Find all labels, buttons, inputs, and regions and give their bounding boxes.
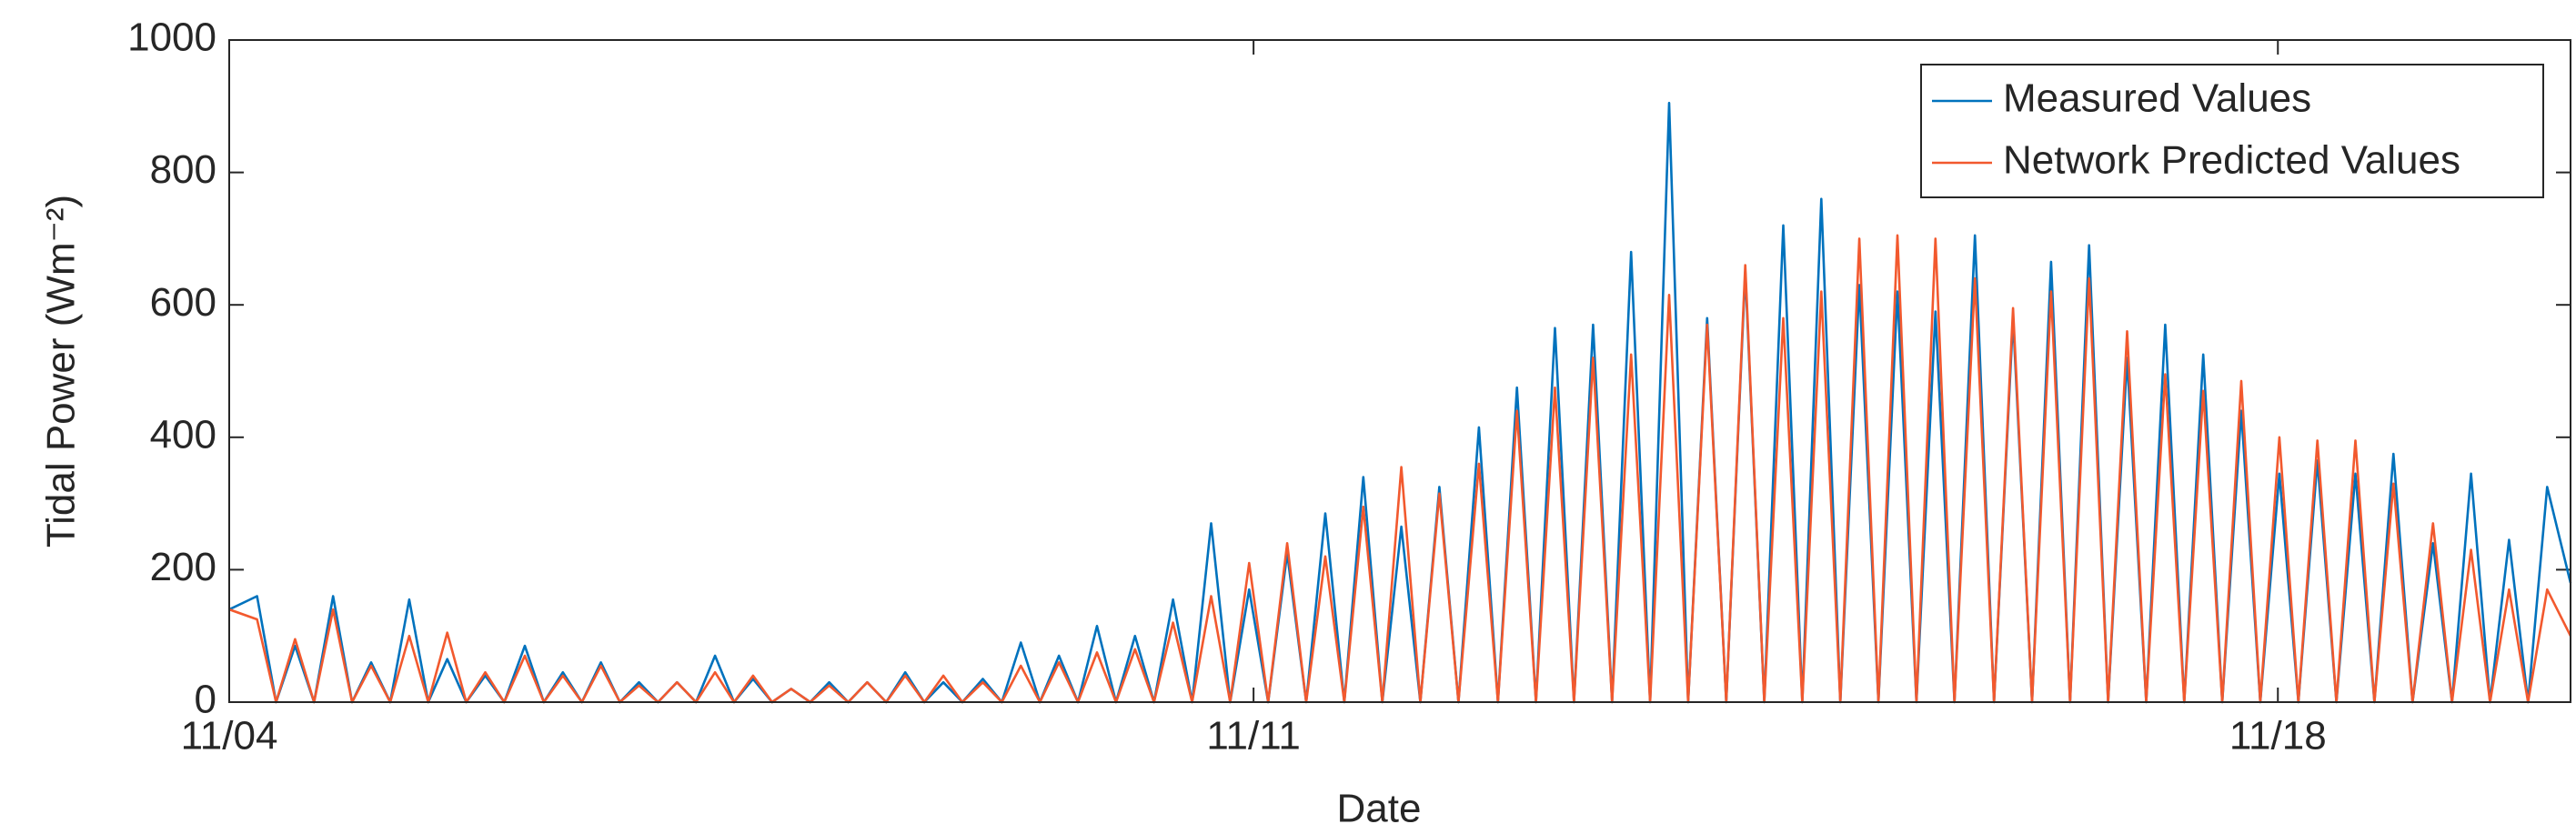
y-tick-label: 600 — [150, 280, 216, 325]
legend-box — [1920, 64, 2544, 198]
y-tick-label: 200 — [150, 545, 216, 589]
y-tick-label: 0 — [195, 678, 216, 722]
y-tick-label: 400 — [150, 412, 216, 457]
data-line — [228, 234, 2572, 704]
y-tick-label: 800 — [150, 147, 216, 192]
x-axis-title: Date — [1337, 787, 1422, 831]
y-tick-label: 1000 — [127, 15, 216, 60]
legend-label: Measured Values — [2003, 76, 2311, 121]
y-axis-title: Tidal Power (Wm⁻²) — [39, 195, 84, 548]
x-tick-label: 11/11 — [1206, 714, 1301, 759]
x-tick-label: 11/04 — [181, 714, 278, 759]
plot-frame — [228, 39, 2571, 703]
legend-label: Network Predicted Values — [2003, 138, 2460, 183]
x-tick-label: 11/18 — [2229, 714, 2327, 759]
